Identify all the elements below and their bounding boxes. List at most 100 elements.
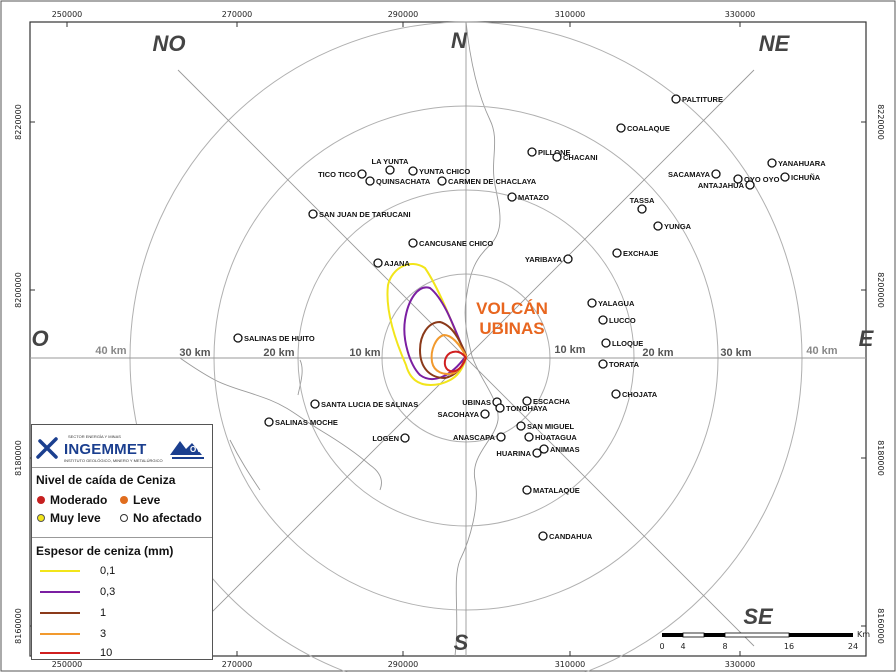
thickness-label: 10 [100,647,113,659]
town-marker-icon [524,432,534,442]
dir-n: N [451,28,468,53]
town-marker-icon [496,432,506,442]
town-label: YARIBAYA [525,255,563,264]
y-tick-label: 8160000 [876,608,885,644]
town-label: TASSA [630,196,655,205]
logo-subtitle: INSTITUTO GEOLÓGICO, MINERO Y METALÚRGIC… [64,458,163,463]
town-label: SACOHAYA [437,410,479,419]
town-label: YUNTA CHICO [419,167,470,176]
line-swatch [40,591,80,593]
town-label: YALAGUA [598,299,635,308]
ring-label-east-20: 20 km [642,347,673,359]
town-label: SALINAS MOCHE [275,418,338,427]
town-label: MATAZO [518,193,549,202]
legend-item-moderado: Moderado [37,493,107,507]
town-marker-icon [408,238,418,248]
fall-level-title: Nivel de caída de Ceniza [36,473,176,487]
ash-isopachs [386,263,467,386]
town-label: OYO OYO [744,175,780,184]
volcano-name-line2: UBINAS [479,319,544,338]
town-label: MATALAQUE [533,486,580,495]
ring-label-east-10: 10 km [554,344,585,356]
town-marker-icon [310,399,320,409]
town-label: ANIMAS [550,445,580,454]
isopach-10mm [443,350,467,373]
bottom-x-ticks: 250000 270000 290000 310000 330000 [52,660,756,669]
y-tick-label: 8160000 [14,608,23,644]
x-tick-label: 250000 [52,10,83,19]
town-marker-icon [527,147,537,157]
town-marker-icon [612,248,622,258]
town-marker-icon [516,421,526,431]
town-label: TICO TICO [318,170,356,179]
x-tick-label: 330000 [725,10,756,19]
town-marker-icon [507,192,517,202]
town-label: COALAQUE [627,124,670,133]
dir-o: O [31,326,48,351]
town-label: HUARINA [496,449,531,458]
town-label: ANASCAPA [453,433,496,442]
town-label: TONOHAYA [506,404,548,413]
thickness-label: 0,1 [100,565,116,577]
ring-label-east-30: 30 km [720,347,751,359]
isopach-0-1mm [386,263,467,386]
town-label: EXCHAJE [623,249,658,258]
town-marker-icon [552,152,562,162]
ring-label-west-30: 30 km [179,347,210,359]
town-marker-icon [598,359,608,369]
y-tick-label: 8180000 [14,440,23,476]
town-marker-icon [400,433,410,443]
town-label: SANTA LUCIA DE SALINAS [321,400,418,409]
scale-segment [682,632,705,638]
town-marker-icon [437,176,447,186]
town-marker-icon [601,338,611,348]
thickness-title: Espesor de ceniza (mm) [36,544,174,558]
town-label: SAN JUAN DE TARUCANI [319,210,411,219]
town-label: CANCUSANE CHICO [419,239,493,248]
ring-label-east-40: 40 km [806,345,837,357]
town-marker-icon [563,254,573,264]
town-marker-icon [522,485,532,495]
town-label: TORATA [609,360,640,369]
scale-label: 8 [722,642,727,651]
town-marker-icon [522,396,532,406]
scale-label: 4 [680,642,685,651]
ring-label-west-20: 20 km [263,347,294,359]
town-marker-icon [745,180,755,190]
map-legend: SECTOR ENERGÍA Y MINAS INGEMMET INSTITUT… [31,424,213,660]
volcano-name-line1: VOLCÁN [476,299,548,318]
town-marker-icon [653,221,663,231]
town-label: PILLONE [538,148,571,157]
scale-segment [662,633,683,637]
x-tick-label: 250000 [52,660,83,669]
thickness-item-0-1: 0,1 [40,565,115,577]
scale-label: 16 [784,642,794,651]
logo-row: SECTOR ENERGÍA Y MINAS INGEMMET INSTITUT… [32,425,212,468]
dot-icon [37,514,45,522]
scale-segment [724,632,790,638]
legend-item-leve: Leve [120,493,160,507]
town-marker-icon [733,174,743,184]
x-tick-label: 290000 [388,660,419,669]
x-tick-label: 270000 [222,660,253,669]
town-label: AJANA [384,259,410,268]
town-label: LUCCO [609,316,636,325]
town-marker-icon [587,298,597,308]
left-y-ticks: 8220000 8200000 8180000 8160000 [14,104,23,644]
town-label: LA YUNTA [372,157,410,166]
pickaxe-logo-icon [36,437,58,459]
line-swatch [40,633,80,635]
thickness-item-1: 1 [40,607,106,619]
y-tick-label: 8200000 [14,272,23,308]
town-marker-icon [233,333,243,343]
town-marker-icon [616,123,626,133]
dot-icon [120,514,128,522]
line-swatch [40,612,80,614]
town-marker-icon [671,94,681,104]
scale-bar: 0 4 8 16 24 Km [659,630,870,651]
town-label: LOGEN [372,434,399,443]
legend-label: Leve [133,493,161,507]
town-label: CANDAHUA [549,532,593,541]
logo-sector-text: SECTOR ENERGÍA Y MINAS [68,434,121,439]
